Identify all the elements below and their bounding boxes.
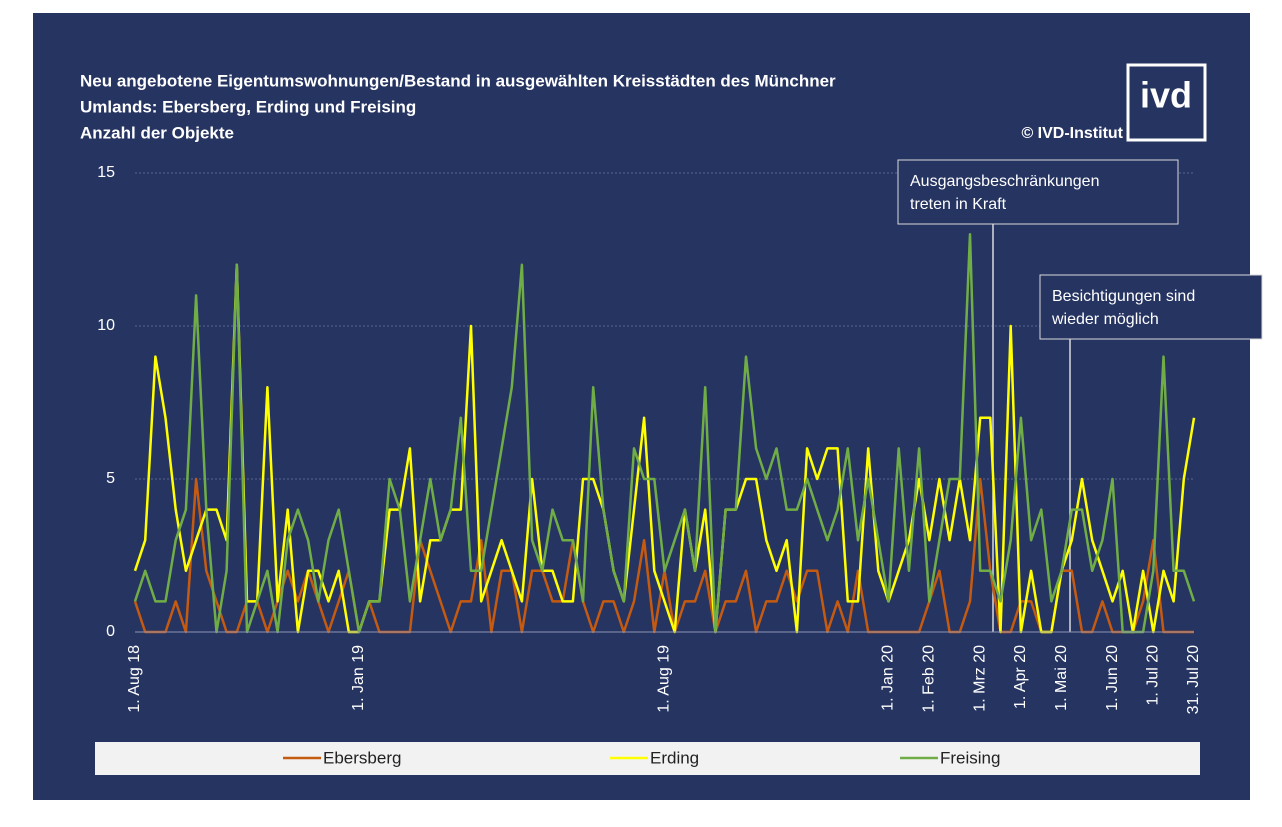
y-tick-label: 5	[106, 470, 115, 487]
x-tick-label: 1. Apr 20	[1012, 645, 1029, 709]
annotation-box	[1039, 274, 1263, 340]
annotation-text: treten in Kraft	[910, 196, 1007, 213]
series-line	[133, 263, 1196, 634]
x-tick-label: 1. Jun 20	[1104, 645, 1121, 711]
legend-label: Ebersberg	[323, 748, 401, 767]
x-tick-label: 1. Aug 18	[126, 645, 143, 713]
x-tick-label: 1. Mai 20	[1053, 645, 1070, 711]
copyright: © IVD-Institut	[1021, 125, 1123, 142]
y-tick-label: 15	[97, 164, 115, 181]
x-tick-label: 1. Jul 20	[1144, 645, 1161, 706]
y-tick-label: 0	[106, 623, 115, 640]
annotation-box	[897, 159, 1179, 225]
x-tick-label: 1. Aug 19	[656, 645, 673, 713]
chart-title: Anzahl der Objekte	[80, 123, 234, 142]
series-line	[133, 232, 1196, 634]
logo-text: ivd	[1140, 75, 1192, 116]
annotation-text: Besichtigungen sind	[1052, 288, 1195, 305]
x-tick-label: 1. Jan 19	[350, 645, 367, 711]
legend-label: Erding	[650, 748, 699, 767]
x-tick-label: 1. Mrz 20	[971, 645, 988, 712]
background	[33, 13, 1250, 800]
chart-title: Umlands: Ebersberg, Erding und Freising	[80, 97, 416, 116]
annotation-text: Ausgangsbeschränkungen	[910, 173, 1099, 190]
x-tick-label: 1. Feb 20	[920, 645, 937, 713]
chart-title: Neu angebotene Eigentumswohnungen/Bestan…	[80, 71, 836, 90]
logo	[1126, 63, 1207, 142]
x-tick-label: 31. Jul 20	[1185, 645, 1202, 714]
annotation-text: wieder möglich	[1051, 311, 1159, 328]
x-tick-label: 1. Jan 20	[880, 645, 897, 711]
y-tick-label: 10	[97, 317, 115, 334]
legend-label: Freising	[940, 748, 1000, 767]
